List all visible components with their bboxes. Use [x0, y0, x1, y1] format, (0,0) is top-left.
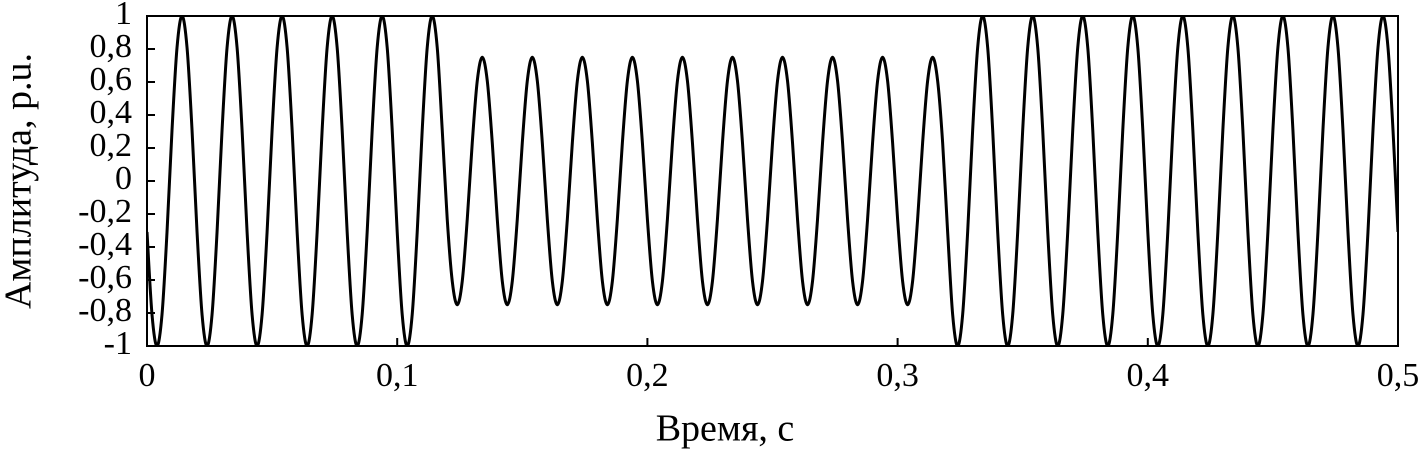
x-tick-label: 0,4: [1127, 357, 1170, 394]
y-tick-label: -0,4: [78, 226, 132, 263]
y-tick-label: 1: [115, 0, 132, 32]
x-tick-label: 0,3: [876, 357, 919, 394]
x-tick-label: 0,2: [626, 357, 669, 394]
signal-line: [147, 16, 1398, 346]
y-tick-label: -1: [104, 325, 132, 362]
y-tick-label: -0,8: [78, 292, 132, 329]
y-axis-title: Амплитуда, p.u.: [0, 53, 40, 309]
y-tick-label: 0,6: [90, 61, 133, 98]
y-tick-label: 0,8: [90, 28, 133, 65]
plot-frame: [146, 15, 1399, 347]
x-axis-title: Время, с: [656, 408, 795, 450]
x-tick-label: 0,5: [1377, 357, 1420, 394]
x-tick-label: 0: [139, 357, 156, 394]
x-tick-label: 0,1: [376, 357, 419, 394]
y-tick-label: 0: [115, 160, 132, 197]
y-tick-label: 0,2: [90, 127, 133, 164]
y-tick-label: -0,6: [78, 259, 132, 296]
y-tick-label: -0,2: [78, 193, 132, 230]
y-tick-label: 0,4: [90, 94, 133, 131]
